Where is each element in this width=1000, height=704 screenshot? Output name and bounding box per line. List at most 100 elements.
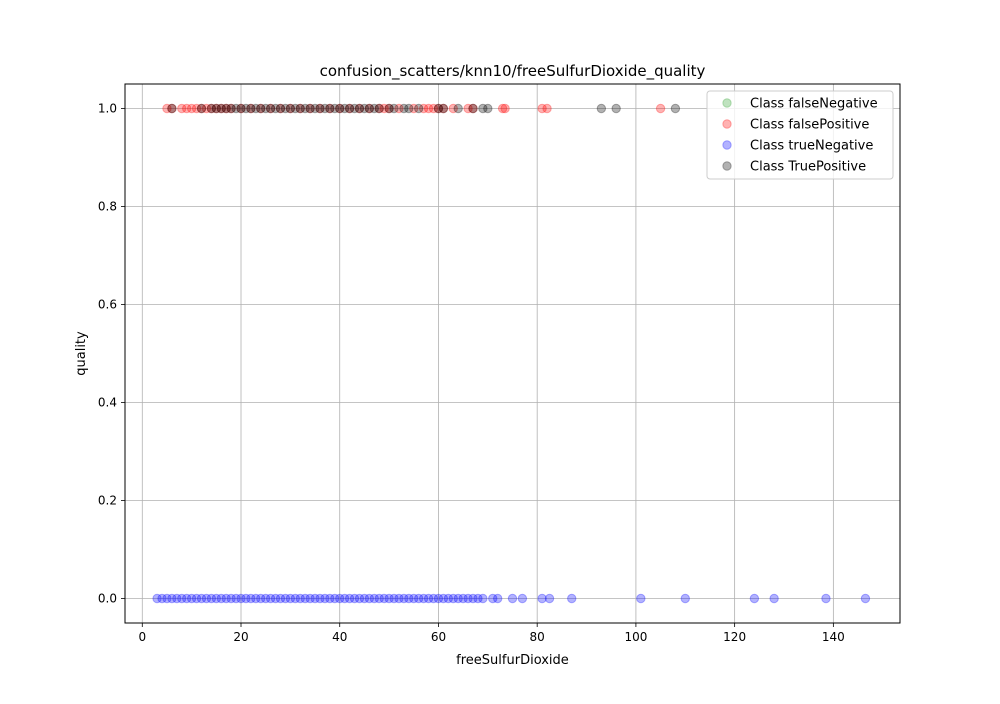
point-class-truenegative xyxy=(423,593,434,604)
point-class-truepositive xyxy=(206,103,217,114)
point-class-truenegative xyxy=(191,593,202,604)
point-class-truenegative xyxy=(404,593,414,604)
point-class-truepositive xyxy=(310,103,320,114)
point-class-falsepositive xyxy=(285,103,296,114)
point-class-truepositive xyxy=(167,103,177,114)
point-class-truenegative xyxy=(295,593,305,604)
point-class-truenegative xyxy=(246,593,256,604)
point-class-truenegative xyxy=(216,593,226,604)
point-class-truepositive xyxy=(211,103,222,114)
point-class-truenegative xyxy=(265,593,276,604)
legend-label-class-falsepositive: Class falsePositive xyxy=(750,118,869,133)
point-class-truenegative xyxy=(821,593,831,604)
point-class-truepositive xyxy=(325,103,335,114)
point-class-truepositive xyxy=(349,103,360,114)
point-class-falsepositive xyxy=(428,103,439,114)
y-tick-label: 0.0 xyxy=(98,592,117,606)
point-class-truepositive xyxy=(359,103,370,114)
point-class-falsepositive xyxy=(191,103,202,114)
point-class-truenegative xyxy=(172,593,182,604)
point-class-truepositive xyxy=(374,103,384,114)
point-class-truenegative xyxy=(251,593,261,604)
point-class-truenegative xyxy=(468,593,478,604)
point-class-truenegative xyxy=(399,593,409,604)
point-class-truenegative xyxy=(339,593,350,604)
point-class-truepositive xyxy=(315,103,325,114)
point-class-falsepositive xyxy=(256,103,266,114)
point-class-truenegative xyxy=(354,593,365,604)
y-tick-label: 0.4 xyxy=(98,396,117,410)
point-class-truenegative xyxy=(310,593,320,604)
point-class-truenegative xyxy=(517,593,528,604)
point-class-truepositive xyxy=(483,103,493,114)
point-class-truepositive xyxy=(265,103,276,114)
point-class-truepositive xyxy=(339,103,350,114)
point-class-truepositive xyxy=(305,103,315,114)
point-class-truepositive xyxy=(399,103,409,114)
point-class-truenegative xyxy=(769,593,779,604)
grid-layer xyxy=(125,84,900,623)
point-class-truenegative xyxy=(414,593,424,604)
x-tick-label: 40 xyxy=(332,630,347,644)
point-class-truepositive xyxy=(354,103,365,114)
x-axis-label: freeSulfurDioxide xyxy=(456,653,569,668)
point-class-truepositive xyxy=(670,103,681,114)
legend-marker-class-falsenegative xyxy=(722,98,732,108)
point-class-truepositive xyxy=(285,103,296,114)
point-class-truepositive xyxy=(231,103,241,114)
point-class-truenegative xyxy=(369,593,379,604)
point-class-falsepositive xyxy=(211,103,222,114)
point-class-truenegative xyxy=(567,593,577,604)
point-class-truenegative xyxy=(344,593,355,604)
point-class-truenegative xyxy=(389,593,399,604)
legend-marker-class-truenegative xyxy=(722,140,732,150)
point-class-truenegative xyxy=(636,593,646,604)
point-class-truepositive xyxy=(216,103,226,114)
point-class-truenegative xyxy=(433,593,444,604)
point-class-truenegative xyxy=(211,593,222,604)
point-class-falsepositive xyxy=(537,103,547,114)
point-class-truenegative xyxy=(182,593,192,604)
point-class-falsepositive xyxy=(167,103,177,114)
point-class-truepositive xyxy=(241,103,251,114)
legend-box xyxy=(706,90,894,180)
point-class-falsepositive xyxy=(221,103,231,114)
point-class-falsepositive xyxy=(379,103,389,114)
point-class-truenegative xyxy=(241,593,251,604)
ticks-layer: 0 20 40 60 80 100 120 140 0.0 0.2 0.4 0.6 0.8 1.0 xyxy=(98,102,845,645)
point-class-truenegative xyxy=(349,593,360,604)
x-tick-label: 0 xyxy=(138,630,146,644)
x-tick-label: 80 xyxy=(530,630,545,644)
point-class-truepositive xyxy=(335,103,345,114)
point-class-truenegative xyxy=(236,593,246,604)
point-class-truenegative xyxy=(680,593,690,604)
legend-marker-class-falsepositive xyxy=(722,119,732,129)
point-class-truenegative xyxy=(270,593,281,604)
point-class-falsepositive xyxy=(305,103,315,114)
point-class-falsepositive xyxy=(384,103,394,114)
point-class-truenegative xyxy=(507,593,518,604)
point-class-truepositive xyxy=(414,103,424,114)
point-class-truenegative xyxy=(196,593,207,604)
point-class-falsepositive xyxy=(364,103,375,114)
y-axis-label: quality xyxy=(74,331,89,376)
point-class-truepositive xyxy=(344,103,355,114)
x-tick-label: 100 xyxy=(624,630,647,644)
point-class-truepositive xyxy=(256,103,266,114)
y-tick-label: 0.2 xyxy=(98,494,117,508)
point-class-truepositive xyxy=(364,103,375,114)
point-class-truenegative xyxy=(206,593,217,604)
point-class-truenegative xyxy=(749,593,760,604)
point-class-falsepositive xyxy=(409,103,419,114)
point-class-falsepositive xyxy=(162,103,172,114)
point-class-falsepositive xyxy=(182,103,192,114)
point-class-truepositive xyxy=(275,103,286,114)
point-class-truenegative xyxy=(418,593,429,604)
point-class-falsepositive xyxy=(196,103,207,114)
point-class-truenegative xyxy=(256,593,266,604)
point-class-truenegative xyxy=(394,593,404,604)
point-class-truenegative xyxy=(186,593,197,604)
point-class-truenegative xyxy=(315,593,325,604)
point-class-truepositive xyxy=(384,103,394,114)
